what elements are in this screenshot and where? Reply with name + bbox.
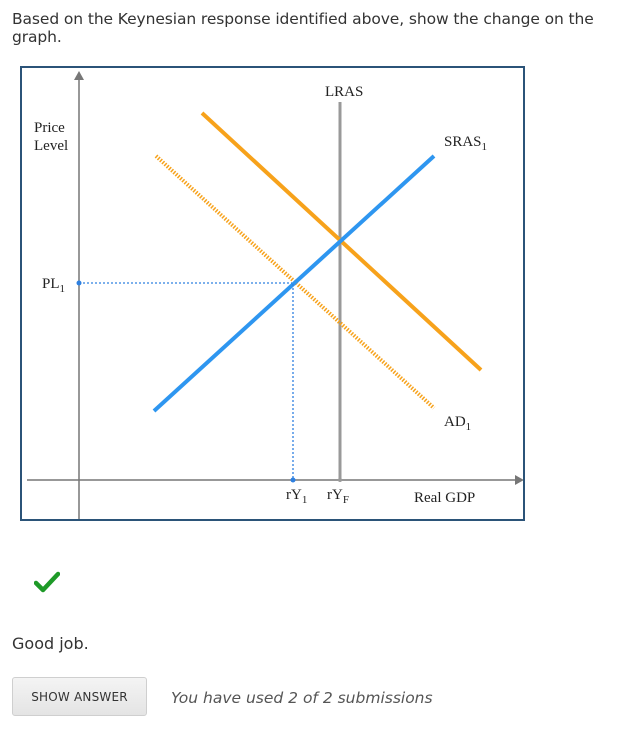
ry1-label: rY1 <box>286 487 307 506</box>
x-axis-label: Real GDP <box>414 490 475 506</box>
x-axis-arrow-icon <box>515 475 523 485</box>
ad-original-dashed-line <box>154 154 436 410</box>
ry1-point[interactable] <box>290 477 296 483</box>
y-axis-arrow-icon <box>74 71 84 80</box>
ryf-label: rYF <box>327 487 349 506</box>
y-axis-label-line1: Price <box>34 120 65 136</box>
feedback-message: Good job. <box>12 634 89 653</box>
ad-label: AD1 <box>444 414 471 433</box>
question-text: Based on the Keynesian response identifi… <box>12 10 594 46</box>
submissions-status: You have used 2 of 2 submissions <box>171 689 433 707</box>
checkmark-icon <box>34 571 60 593</box>
graph-panel[interactable]: LRAS SRAS1 AD1 Price Level PL1 rY1 rYF R… <box>20 66 525 521</box>
lras-label: LRAS <box>325 84 363 100</box>
pl1-label: PL1 <box>42 276 65 295</box>
ryf-point <box>338 478 342 482</box>
y-axis-label-line2: Level <box>34 138 68 154</box>
sras-label: SRAS1 <box>444 134 487 153</box>
pl1-point[interactable] <box>76 280 82 286</box>
show-answer-button[interactable]: SHOW ANSWER <box>12 677 147 716</box>
sras-line[interactable] <box>152 154 436 413</box>
